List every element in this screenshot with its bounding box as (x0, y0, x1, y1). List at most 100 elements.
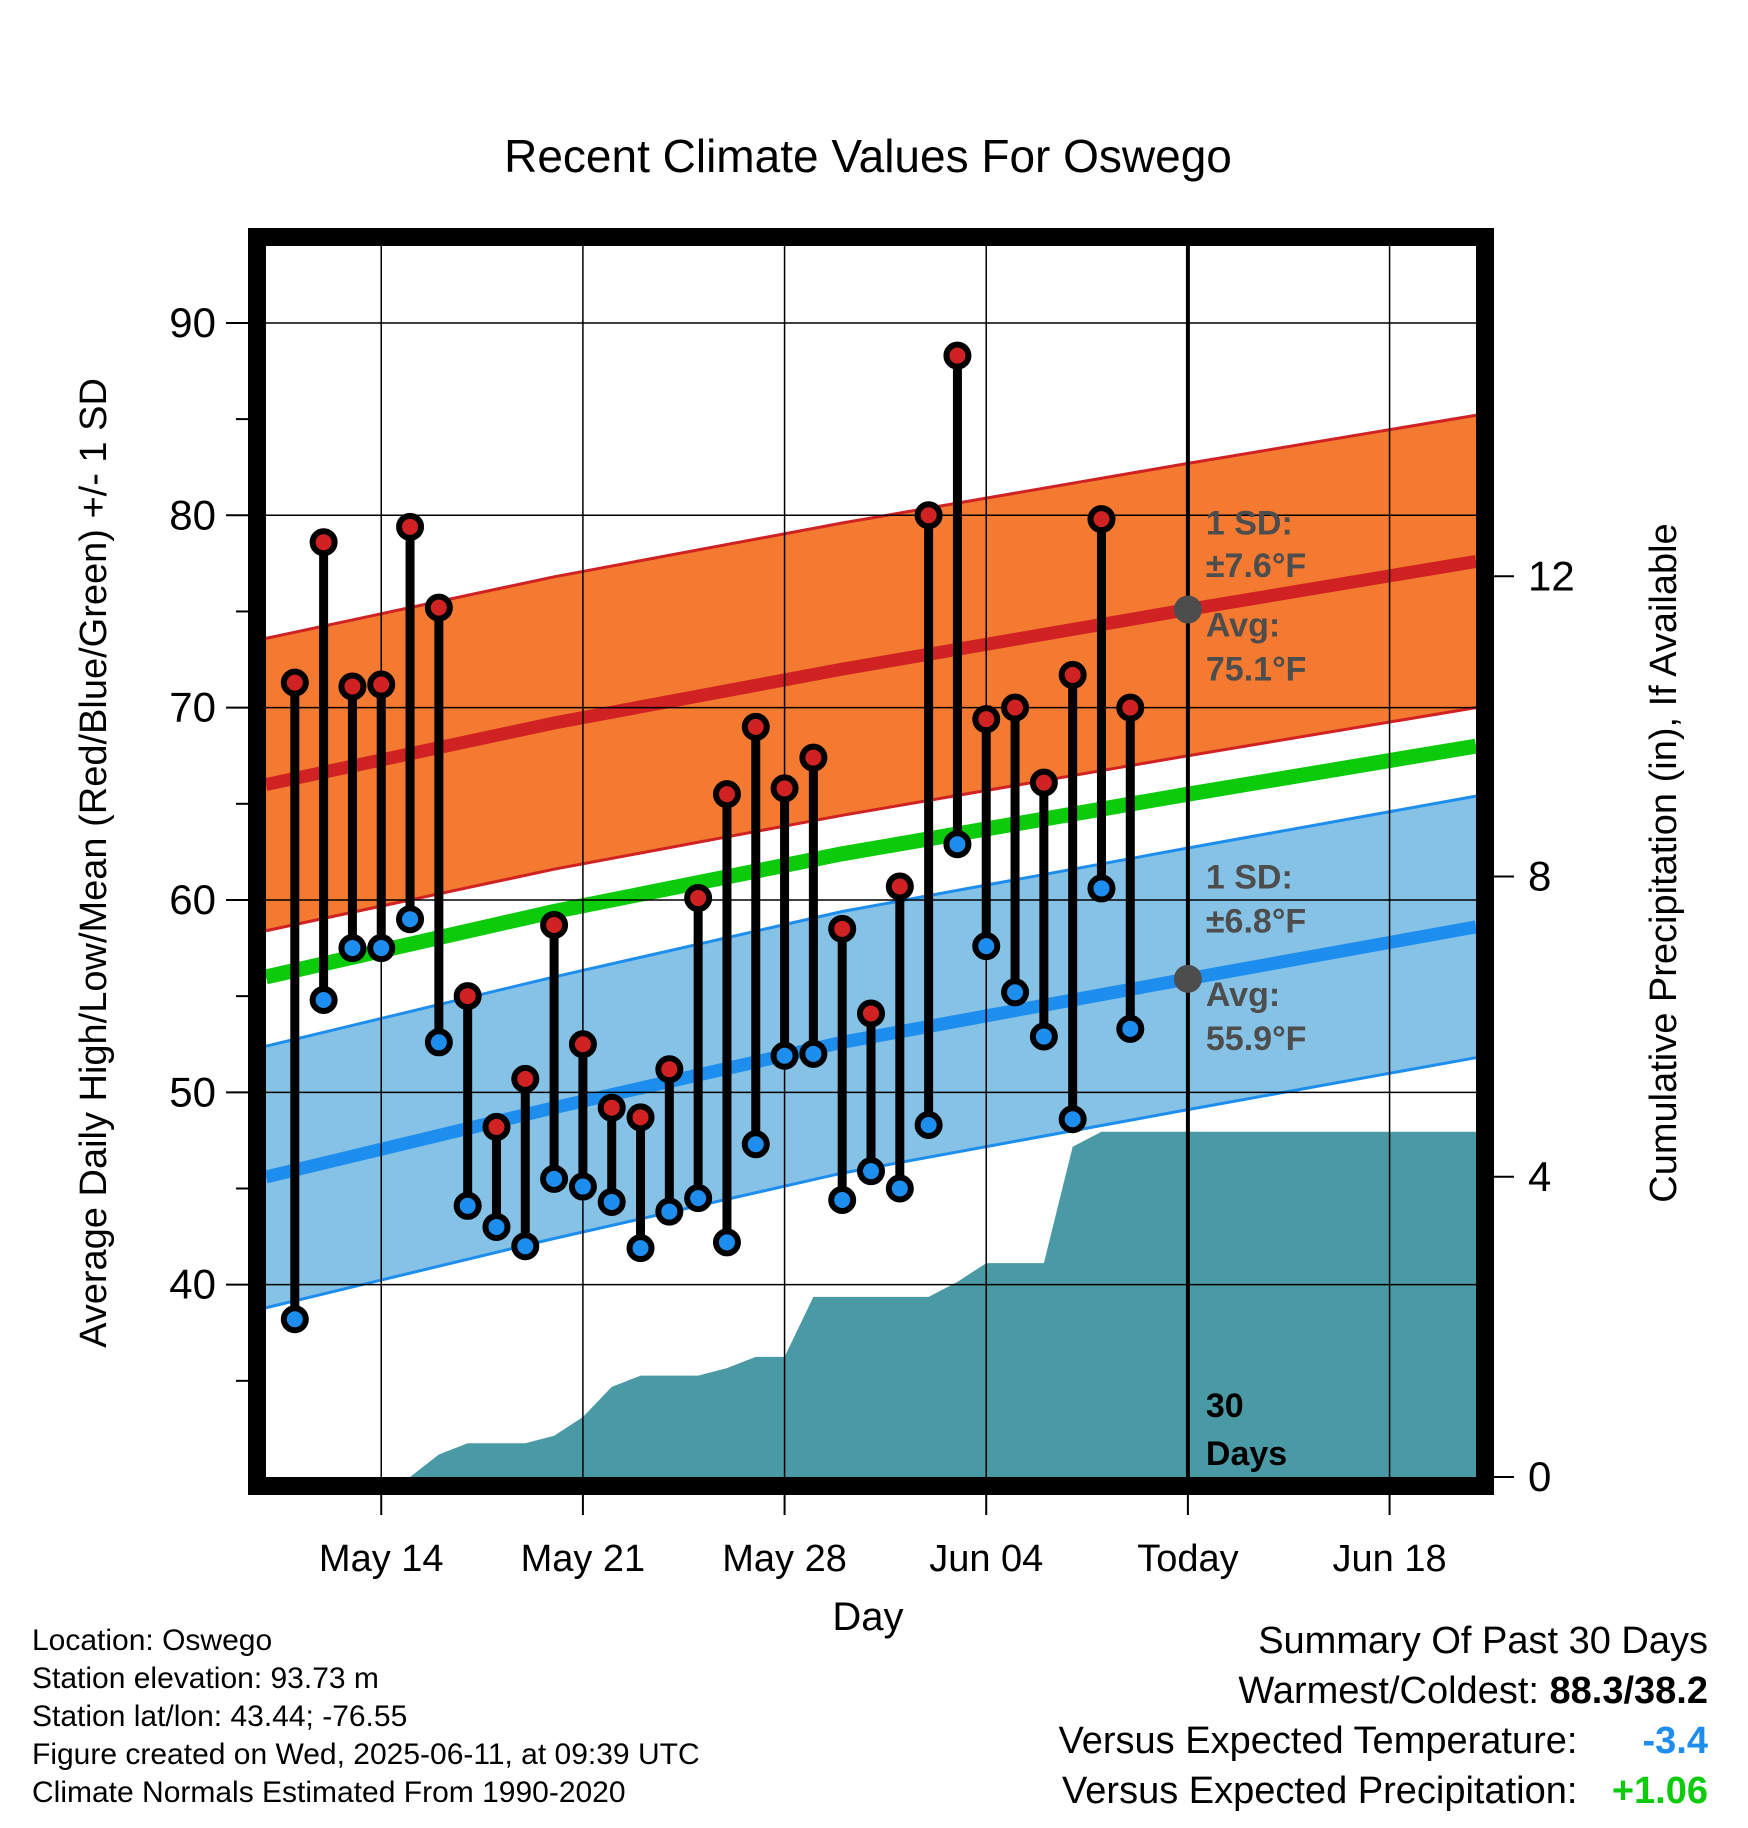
y2-tick-label: 4 (1528, 1153, 1551, 1200)
y2-tick-label: 8 (1528, 853, 1551, 900)
precip-label: Versus Expected Precipitation: (1062, 1770, 1578, 1812)
daily-low-point (857, 1157, 885, 1186)
daily-high-point (309, 528, 338, 557)
daily-low-point (280, 1305, 309, 1334)
station-info: Location: Oswego Station elevation: 93.7… (32, 1622, 700, 1812)
daily-low-point (396, 905, 425, 934)
y-axis-label: Average Daily High/Low/Mean (Red/Blue/Gr… (73, 378, 115, 1348)
daily-high-point (396, 512, 425, 541)
high-avg-label: Avg: (1206, 606, 1280, 644)
daily-high-point (684, 884, 713, 913)
daily-low-point (1001, 978, 1030, 1007)
daily-low-point (655, 1197, 684, 1226)
low-sd-value: ±6.8°F (1206, 903, 1306, 941)
daily-low-point (885, 1174, 914, 1203)
precip-area (266, 1131, 1476, 1477)
high-sd-label: 1 SD: (1206, 505, 1293, 543)
low-sd-label: 1 SD: (1206, 858, 1293, 896)
daily-low-point (1116, 1014, 1145, 1043)
daily-low-point (338, 934, 367, 963)
daily-low-point (914, 1111, 943, 1140)
y-tick-label: 80 (169, 491, 216, 538)
y-tick-label: 90 (169, 299, 216, 346)
plot-layer: 1 SD: ±7.6°F Avg: 75.1°F 1 SD: ±6.8°F Avg: 55.9… (169, 228, 1575, 1580)
daily-high-point (741, 712, 770, 741)
daily-low-point (741, 1130, 770, 1159)
daily-high-point (770, 774, 799, 803)
x-tick-label: May 21 (521, 1538, 646, 1580)
normal-mean-line (264, 738, 1478, 985)
daily-high-point (482, 1112, 511, 1141)
x-tick-label: Today (1137, 1538, 1238, 1580)
daily-low-point (799, 1039, 828, 1068)
summary-title: Summary Of Past 30 Days (1258, 1620, 1708, 1662)
daily-high-point (540, 910, 569, 939)
latlon-text: Station lat/lon: 43.44; -76.55 (32, 1700, 408, 1733)
daily-high-point (1029, 768, 1058, 797)
daily-low-point (482, 1212, 511, 1241)
location-text: Location: Oswego (32, 1624, 273, 1657)
daily-low-point (367, 934, 396, 963)
daily-high-point (914, 501, 943, 530)
chart-title: Recent Climate Values For Oswego (504, 130, 1232, 182)
daily-high-point (568, 1030, 597, 1059)
daily-low-point (1058, 1105, 1087, 1134)
daily-low-point (568, 1172, 597, 1201)
created-text: Figure created on Wed, 2025-06-11, at 09… (32, 1738, 700, 1771)
daily-high-point (943, 341, 972, 370)
x-axis-label: Day (832, 1595, 903, 1639)
daily-high-point (1058, 660, 1087, 689)
normal-high-line (264, 555, 1478, 791)
daily-high-point (655, 1055, 684, 1084)
y2-axis-label: Cumulative Precipitation (in), If Availa… (1643, 523, 1685, 1202)
high-sd-band (266, 415, 1476, 931)
daily-low-point (540, 1164, 569, 1193)
normals-text: Climate Normals Estimated From 1990-2020 (32, 1776, 626, 1809)
daily-high-point (367, 670, 396, 699)
days-label-number: 30 (1206, 1387, 1244, 1425)
low-avg-value: 55.9°F (1206, 1020, 1307, 1058)
high-band-upper-edge (265, 413, 1477, 640)
daily-high-point (712, 780, 741, 809)
daily-low-point (684, 1184, 713, 1213)
daily-low-point (511, 1232, 540, 1261)
daily-high-point (511, 1064, 540, 1093)
daily-low-point (309, 985, 338, 1014)
low-avg-label: Avg: (1206, 976, 1280, 1014)
x-tick-label: May 28 (722, 1538, 847, 1580)
y-tick-label: 40 (169, 1261, 216, 1308)
daily-low-point (972, 932, 1001, 961)
temp-value: -3.4 (1642, 1720, 1708, 1762)
y-tick-label: 70 (169, 684, 216, 731)
summary-warmest-row: Warmest/Coldest: 88.3/38.2 (1059, 1666, 1708, 1716)
daily-high-point (280, 668, 309, 697)
daily-low-point (1087, 874, 1116, 903)
daily-high-point (338, 672, 367, 701)
high-sd-value: ±7.6°F (1206, 547, 1306, 585)
daily-low-point (424, 1028, 453, 1057)
x-tick-label: Jun 18 (1333, 1538, 1447, 1580)
daily-low-point (828, 1186, 857, 1215)
daily-high-point (597, 1093, 626, 1122)
x-tick-label: May 14 (319, 1538, 444, 1580)
summary-temp-row: Versus Expected Temperature: -3.4 (1059, 1716, 1708, 1766)
y-tick-label: 60 (169, 876, 216, 923)
daily-high-point (424, 593, 453, 622)
daily-low-point (770, 1041, 799, 1070)
daily-high-point (828, 914, 857, 943)
daily-high-point (972, 705, 1001, 734)
daily-high-point (1087, 505, 1116, 534)
daily-low-point (453, 1191, 482, 1220)
summary-precip-row: Versus Expected Precipitation: +1.06 (1059, 1766, 1708, 1816)
warmest-label: Warmest/Coldest: (1238, 1670, 1539, 1712)
precip-value: +1.06 (1611, 1770, 1708, 1812)
daily-high-point (1001, 693, 1030, 722)
high-avg-value: 75.1°F (1206, 651, 1307, 689)
warmest-value: 88.3/38.2 (1549, 1670, 1708, 1712)
daily-high-point (857, 999, 885, 1028)
days-label-text: Days (1206, 1435, 1287, 1473)
daily-low-point (626, 1234, 655, 1263)
daily-high-point (626, 1103, 655, 1132)
y-tick-label: 50 (169, 1068, 216, 1115)
